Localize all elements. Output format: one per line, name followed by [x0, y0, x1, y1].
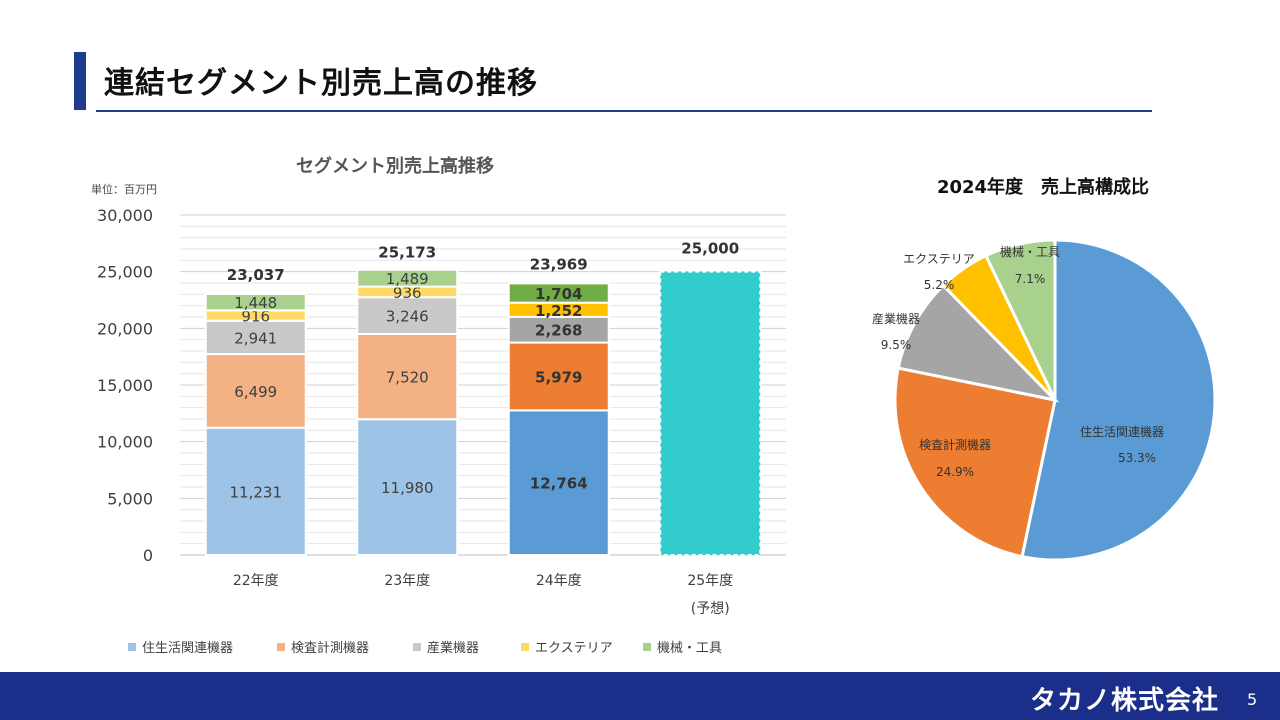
legend-swatch [128, 643, 136, 651]
data-label: 1,448 [234, 294, 277, 312]
footer-bar [0, 672, 1280, 720]
data-label: 5,979 [535, 368, 582, 386]
title-accent-bar [74, 52, 86, 110]
y-tick-label: 15,000 [97, 376, 153, 395]
pie-slice-name: 住生活関連機器 [1080, 424, 1164, 439]
bar-segment [356, 268, 459, 288]
legend-swatch [521, 643, 529, 651]
total-label: 23,969 [530, 255, 588, 273]
legend-swatch [277, 643, 285, 651]
bar-segment [507, 315, 610, 344]
unit-label: 単位：百万円 [91, 182, 157, 196]
data-label: 1,704 [535, 285, 582, 303]
data-label: 12,764 [530, 475, 588, 493]
bar-segment [356, 296, 459, 336]
x-tick-sublabel: (予想) [691, 601, 730, 617]
data-label: 1,252 [535, 302, 582, 320]
legend-label: 産業機器 [427, 640, 479, 656]
pie-slice-value: 7.1% [1015, 272, 1046, 286]
legend-label: 機械・工具 [657, 641, 722, 656]
y-tick-label: 30,000 [97, 206, 153, 225]
x-tick-label: 24年度 [536, 573, 582, 589]
pie-chart-title: 2024年度 売上高構成比 [937, 176, 1149, 198]
bar-segment [356, 333, 459, 421]
pie-slice [983, 238, 1057, 401]
pie-slice-value: 53.3% [1118, 451, 1156, 465]
legend-label: 検査計測機器 [291, 640, 369, 656]
pie-slice-value: 9.5% [881, 338, 912, 352]
pie-slice [893, 366, 1057, 559]
legend-swatch [413, 643, 421, 651]
data-label: 936 [393, 284, 422, 302]
y-tick-label: 10,000 [97, 433, 153, 452]
title-divider [96, 110, 1152, 112]
legend-swatch [643, 643, 651, 651]
legend-label: エクステリア [535, 641, 613, 656]
bar-segment [204, 319, 307, 356]
y-tick-label: 5,000 [107, 489, 153, 508]
bar-segment [507, 282, 610, 304]
data-label: 7,520 [386, 369, 429, 387]
data-label: 6,499 [234, 383, 277, 401]
total-label: 25,173 [378, 244, 436, 262]
bar-segment [204, 353, 307, 429]
data-label: 2,268 [535, 322, 582, 340]
pie-slice-value: 24.9% [936, 465, 974, 479]
x-tick-label: 22年度 [233, 573, 279, 589]
data-label: 1,489 [386, 270, 429, 288]
data-label: 3,246 [386, 308, 429, 326]
pie-slice-name: 検査計測機器 [919, 437, 991, 452]
bar-segment [356, 418, 459, 556]
pie-slice [896, 283, 1060, 403]
y-tick-label: 20,000 [97, 319, 153, 338]
x-tick-label: 23年度 [384, 573, 430, 589]
data-label: 11,980 [381, 479, 434, 497]
total-label: 23,037 [227, 266, 285, 284]
x-tick-label: 25年度 [687, 573, 733, 589]
pie-slice-name: 機械・工具 [1000, 244, 1060, 259]
data-label: 11,231 [230, 483, 283, 501]
data-label: 2,941 [234, 329, 277, 347]
page-title: 連結セグメント別売上高の推移 [104, 66, 538, 101]
bar-segment [507, 341, 610, 412]
pie-slice-value: 5.2% [924, 278, 955, 292]
company-logo: タカノ株式会社 [1030, 686, 1220, 716]
total-label: 25,000 [681, 240, 739, 258]
bar-segment [204, 292, 307, 312]
y-tick-label: 0 [143, 546, 153, 565]
y-tick-label: 25,000 [97, 263, 153, 282]
pie-slice-name: エクステリア [903, 252, 975, 266]
pie-slice-name: 産業機器 [872, 311, 920, 326]
bar-chart-title: セグメント別売上高推移 [296, 155, 494, 177]
bar-segment [507, 409, 610, 556]
forecast-bar [659, 270, 762, 556]
page-number: 5 [1247, 690, 1258, 709]
legend-label: 住生活関連機器 [142, 641, 233, 656]
bar-segment [204, 426, 307, 556]
pie-slice [1020, 238, 1217, 562]
data-label: 916 [241, 308, 270, 326]
